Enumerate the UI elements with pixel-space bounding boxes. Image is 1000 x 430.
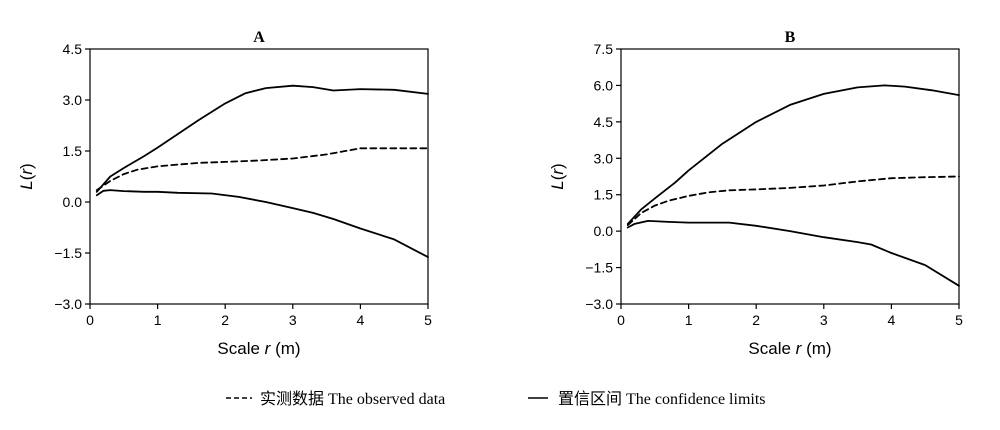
panel-b-y-tick-label: −1.5 <box>585 260 613 276</box>
panel-b-y-tick-label: −3.0 <box>585 296 613 312</box>
panel-b-y-tick-label: 4.5 <box>594 114 614 130</box>
panel-b-upper-limit-line <box>626 84 960 225</box>
panel-b-x-axis-label: Scale r (m) <box>748 339 831 358</box>
panel-b-x-tick-label: 3 <box>820 312 828 328</box>
panel-a-y-tick-label: −3.0 <box>54 296 82 312</box>
panel-b: B 0 1 2 3 4 5 −3.0 −1.5 0.0 1.5 3.0 4.5 6.0 7.5 Scale r… <box>548 29 963 358</box>
panel-b-x-tick-label: 1 <box>685 312 693 328</box>
panel-a-x-tick-label: 5 <box>424 312 432 328</box>
panel-b-y-tick-label: 1.5 <box>594 187 614 203</box>
panel-b-x-tick-label: 2 <box>752 312 760 328</box>
panel-a-x-tick-label: 3 <box>289 312 297 328</box>
legend: 实测数据 The observed data 置信区间 The confiden… <box>226 390 766 408</box>
panel-a-observed-line <box>95 147 429 192</box>
panel-a-x-tick-label: 0 <box>86 312 94 328</box>
panel-a-x-tick-label: 4 <box>357 312 365 328</box>
panel-a-y-tick-label: 0.0 <box>63 194 83 210</box>
panel-a-upper-limit-line <box>95 84 429 193</box>
panel-b-observed-line <box>626 175 960 227</box>
panel-b-y-axis-label: L(r) <box>548 163 567 189</box>
panel-b-y-tick-label: 0.0 <box>594 223 614 239</box>
legend-confidence-label: 置信区间 The confidence limits <box>558 390 766 408</box>
panel-b-y-tick-label: 3.0 <box>594 150 614 166</box>
panel-a-x-tick-label: 2 <box>221 312 229 328</box>
panel-a-y-axis-label: L(r) <box>17 163 36 189</box>
panel-a-x-tick-label: 1 <box>154 312 162 328</box>
panel-b-x-tick-label: 5 <box>955 312 963 328</box>
legend-observed-label: 实测数据 The observed data <box>260 390 445 408</box>
panel-a-y-tick-label: 1.5 <box>63 143 83 159</box>
panel-a-y-tick-label: 4.5 <box>63 41 83 57</box>
panel-a-plot-frame <box>89 48 429 305</box>
panel-b-x-tick-label: 4 <box>888 312 896 328</box>
panel-b-y-tick-label: 7.5 <box>594 41 614 57</box>
panel-a-x-axis-label: Scale r (m) <box>217 339 300 358</box>
panel-a-y-tick-label: −1.5 <box>54 245 82 261</box>
panel-b-x-tick-label: 0 <box>617 312 625 328</box>
panel-a-y-tick-label: 3.0 <box>63 92 83 108</box>
panel-b-lower-limit-line <box>626 219 960 287</box>
panel-a-title: A <box>253 29 265 46</box>
panel-a: A 0 1 2 3 4 5 −3.0 −1.5 0.0 1.5 3.0 4.5 Scale r (m) L(… <box>17 29 432 358</box>
panel-b-y-tick-label: 6.0 <box>594 77 614 93</box>
panel-a-lower-limit-line <box>95 189 429 259</box>
panel-b-title: B <box>785 29 796 46</box>
